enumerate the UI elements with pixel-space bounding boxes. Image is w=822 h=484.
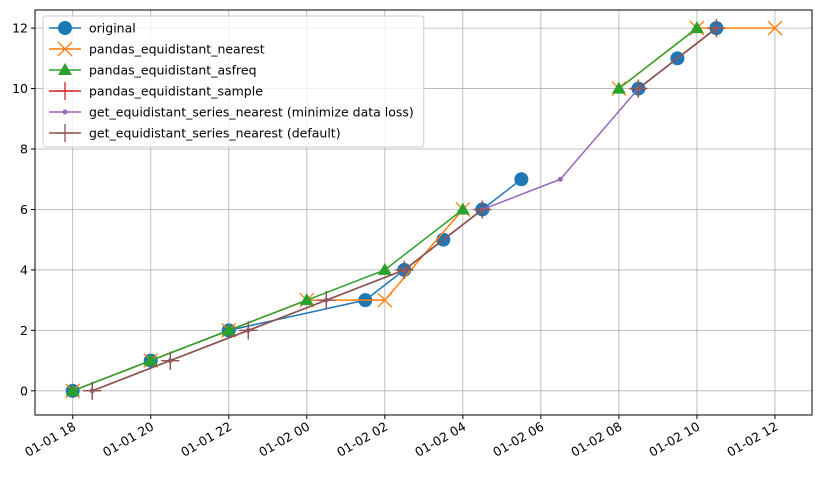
y-tick-label: 12 — [12, 21, 28, 36]
y-tick-label: 6 — [20, 202, 28, 217]
y-tick-label: 10 — [12, 81, 28, 96]
legend-box — [42, 15, 425, 148]
x-tick-label: 01-02 00 — [256, 419, 312, 460]
x-tick-label: 01-01 18 — [22, 419, 78, 460]
point — [221, 323, 236, 336]
legend-label: original — [89, 21, 136, 36]
x-tick-label: 01-02 06 — [490, 419, 546, 460]
point — [299, 293, 314, 306]
x-tick-label: 01-02 08 — [568, 419, 624, 460]
point — [629, 79, 648, 98]
point — [143, 353, 158, 366]
legend-marker — [58, 63, 72, 75]
point — [317, 291, 336, 310]
legend-label: get_equidistant_series_nearest (default) — [89, 126, 341, 141]
point — [557, 176, 563, 182]
y-tick-label: 0 — [20, 383, 28, 398]
series-line — [72, 27, 698, 392]
point — [455, 202, 470, 215]
point — [611, 81, 626, 94]
legend-marker — [62, 109, 68, 115]
x-tick-label: 01-02 02 — [334, 419, 390, 460]
point — [514, 172, 529, 187]
y-tick-label: 2 — [20, 323, 28, 338]
point — [395, 260, 414, 279]
series-line — [91, 27, 717, 392]
legend-marker — [56, 82, 74, 100]
point — [377, 292, 393, 308]
y-tick-label: 4 — [20, 262, 28, 277]
legend-label: pandas_equidistant_nearest — [89, 42, 265, 57]
point — [161, 351, 180, 370]
legend-label: pandas_equidistant_sample — [89, 84, 263, 99]
x-tick-label: 01-02 12 — [724, 419, 780, 460]
x-tick-label: 01-01 22 — [178, 419, 234, 460]
point — [707, 19, 726, 38]
legend-label: pandas_equidistant_asfreq — [89, 63, 257, 78]
x-tick-label: 01-02 04 — [412, 419, 468, 460]
plot-frame — [34, 9, 813, 416]
legend-label: get_equidistant_series_nearest (minimize… — [89, 105, 414, 120]
x-tick-label: 01-02 10 — [646, 419, 702, 460]
y-tick-label: 8 — [20, 142, 28, 157]
point — [83, 381, 102, 400]
point — [689, 21, 704, 34]
point — [473, 200, 492, 219]
point — [767, 20, 783, 36]
point — [65, 383, 80, 396]
point — [377, 262, 392, 275]
legend-marker — [56, 124, 74, 142]
x-tick-label: 01-01 20 — [100, 419, 156, 460]
legend: original pandas_equidistant_nearestpandas… — [42, 15, 425, 148]
legend-marker — [57, 41, 73, 57]
point — [239, 321, 258, 340]
legend-marker — [58, 21, 72, 35]
